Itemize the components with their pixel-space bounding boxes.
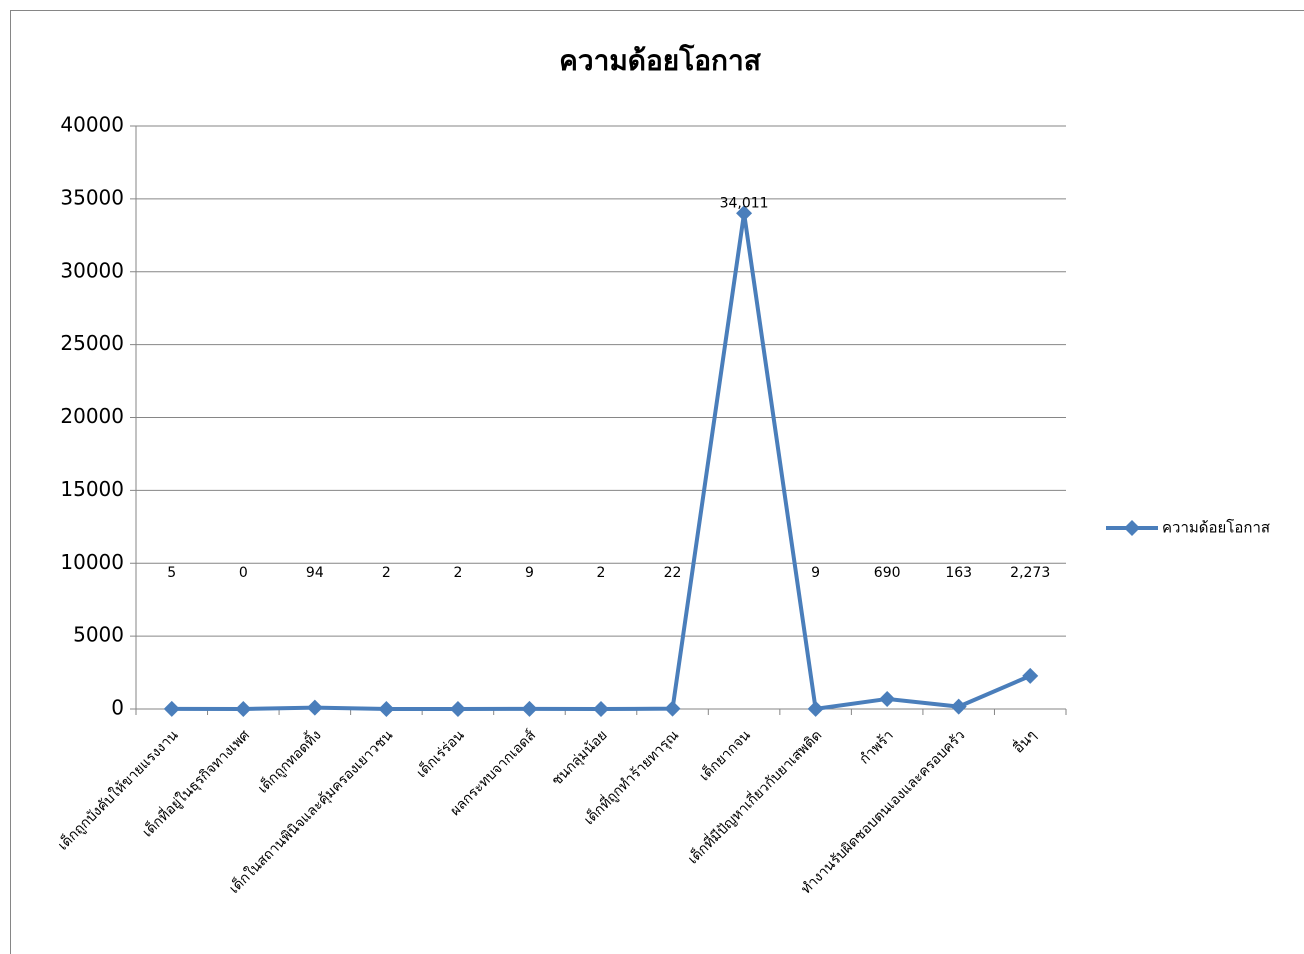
marker — [449, 700, 466, 717]
data-label: 2,273 — [1010, 565, 1050, 581]
data-label: 94 — [306, 565, 324, 581]
marker — [664, 700, 681, 717]
data-label: 2 — [453, 565, 462, 581]
y-tick-label: 20000 — [60, 404, 124, 428]
data-label: 163 — [945, 565, 972, 581]
marker — [736, 205, 753, 222]
marker — [1022, 667, 1039, 684]
marker — [235, 701, 252, 717]
data-label: 5 — [167, 565, 176, 581]
y-tick-label: 30000 — [60, 258, 124, 282]
marker — [950, 698, 967, 715]
data-label: 0 — [239, 565, 248, 581]
y-tick-label: 25000 — [60, 331, 124, 355]
data-label: 2 — [382, 565, 391, 581]
data-label: 22 — [664, 565, 682, 581]
legend-marker — [1124, 520, 1140, 536]
marker — [521, 700, 538, 717]
y-tick-label: 5000 — [73, 623, 124, 647]
y-tick-label: 15000 — [60, 477, 124, 501]
y-tick-label: 10000 — [60, 550, 124, 574]
marker — [807, 700, 824, 717]
data-label: 690 — [874, 565, 901, 581]
marker — [378, 700, 395, 717]
y-tick-label: 40000 — [60, 113, 124, 137]
data-label: 9 — [811, 565, 820, 581]
marker — [306, 699, 323, 716]
chart-title: ความด้อยโอกาส — [559, 43, 762, 77]
marker — [163, 700, 180, 717]
y-tick-label: 0 — [111, 696, 124, 720]
data-label: 34,011 — [720, 195, 769, 211]
marker — [593, 700, 609, 717]
data-label: 9 — [525, 565, 534, 581]
marker — [879, 690, 896, 707]
y-tick-label: 35000 — [60, 185, 124, 209]
chart-border — [10, 10, 1304, 954]
legend-label: ความด้อยโอกาส — [1162, 519, 1270, 537]
data-label: 2 — [597, 565, 606, 581]
